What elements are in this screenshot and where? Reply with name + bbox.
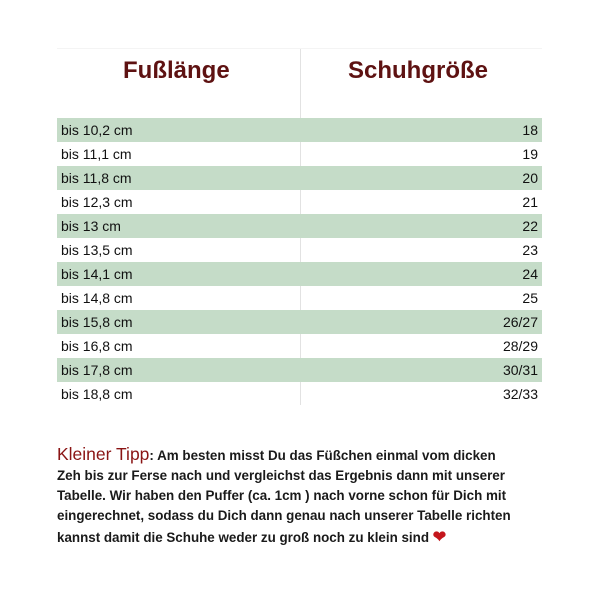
- table-row: bis 11,8 cm 20: [57, 166, 542, 190]
- foot-length-cell: bis 18,8 cm: [61, 386, 133, 402]
- tip-line: kannst damit die Schuhe weder zu groß no…: [57, 530, 430, 545]
- foot-length-cell: bis 13 cm: [61, 218, 121, 234]
- foot-length-cell: bis 14,8 cm: [61, 290, 133, 306]
- tip-line: Zeh bis zur Ferse nach und vergleichst d…: [57, 468, 505, 483]
- foot-length-cell: bis 17,8 cm: [61, 362, 133, 378]
- tip-line: Tabelle. Wir haben den Puffer (ca. 1cm )…: [57, 488, 507, 503]
- tip-line: eingerechnet, sodass du Dich dann genau …: [57, 508, 511, 523]
- shoe-size-cell: 24: [522, 266, 538, 282]
- shoe-size-cell: 20: [522, 170, 538, 186]
- table-row: bis 14,1 cm 24: [57, 262, 542, 286]
- foot-length-cell: bis 13,5 cm: [61, 242, 133, 258]
- table-header: Fußlänge Schuhgröße: [57, 48, 542, 118]
- shoe-size-cell: 19: [522, 146, 538, 162]
- foot-length-cell: bis 15,8 cm: [61, 314, 133, 330]
- table-row: bis 16,8 cm 28/29: [57, 334, 542, 358]
- shoe-size-cell: 32/33: [502, 386, 538, 402]
- header-shoe-size: Schuhgröße: [348, 57, 489, 84]
- table-row: bis 13,5 cm 23: [57, 238, 542, 262]
- shoe-size-cell: 18: [522, 122, 538, 138]
- foot-length-cell: bis 14,1 cm: [61, 266, 133, 282]
- table-row: bis 11,1 cm 19: [57, 142, 542, 166]
- shoe-size-cell: 28/29: [502, 338, 538, 354]
- foot-length-cell: bis 11,8 cm: [61, 170, 132, 186]
- tip-text: Kleiner Tipp: Am besten misst Du das Füß…: [57, 444, 557, 548]
- header-foot-length: Fußlänge: [123, 57, 230, 84]
- shoe-size-cell: 22: [522, 218, 538, 234]
- foot-length-cell: bis 11,1 cm: [61, 146, 132, 162]
- table-row: bis 13 cm 22: [57, 214, 542, 238]
- tip-label: Kleiner Tipp: [57, 444, 150, 464]
- foot-length-cell: bis 16,8 cm: [61, 338, 133, 354]
- heart-icon: ❤: [432, 529, 447, 546]
- foot-length-cell: bis 12,3 cm: [61, 194, 133, 210]
- table-row: bis 15,8 cm 26/27: [57, 310, 542, 334]
- table-row: bis 17,8 cm 30/31: [57, 358, 542, 382]
- tip-line: : Am besten misst Du das Füßchen einmal …: [149, 448, 496, 463]
- table-row: bis 10,2 cm 18: [57, 118, 542, 142]
- size-table: Fußlänge Schuhgröße bis 10,2 cm 18 bis 11,…: [57, 48, 542, 406]
- shoe-size-cell: 25: [522, 290, 538, 306]
- shoe-size-cell: 23: [522, 242, 538, 258]
- shoe-size-cell: 21: [522, 194, 538, 210]
- shoe-size-cell: 26/27: [502, 314, 538, 330]
- table-row: bis 14,8 cm 25: [57, 286, 542, 310]
- shoe-size-cell: 30/31: [502, 362, 538, 378]
- table-row: bis 18,8 cm 32/33: [57, 382, 542, 406]
- foot-length-cell: bis 10,2 cm: [61, 122, 133, 138]
- table-row: bis 12,3 cm 21: [57, 190, 542, 214]
